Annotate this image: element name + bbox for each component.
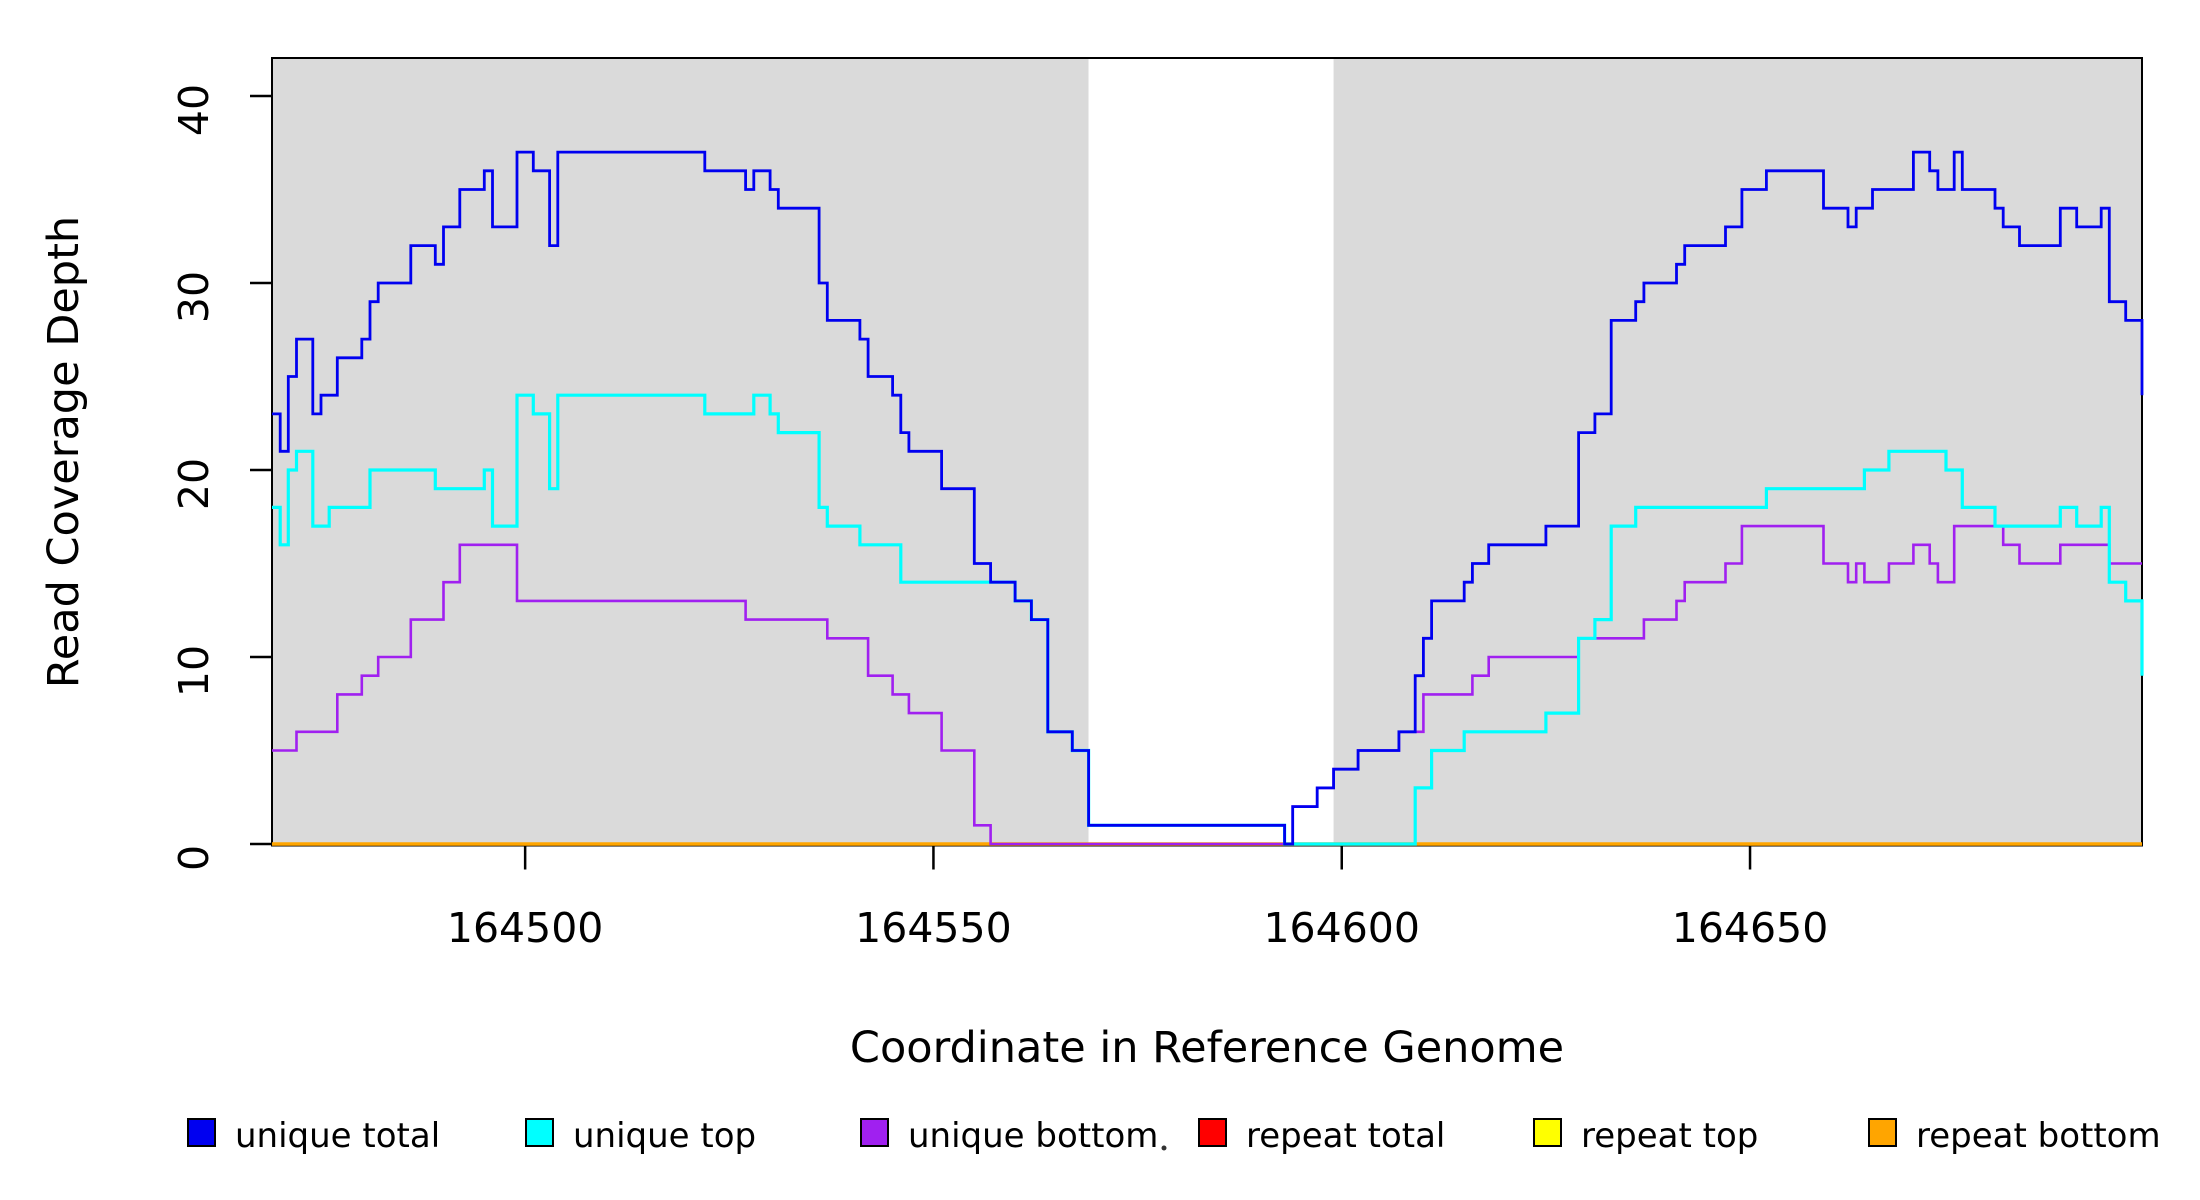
legend-label-repeat-bottom: repeat bottom xyxy=(1916,1116,2161,1156)
unique-region-right xyxy=(1333,58,2142,846)
y-tick-label: 0 xyxy=(170,845,218,871)
legend-swatch-repeat-top xyxy=(1533,1118,1562,1147)
x-tick-label: 164550 xyxy=(855,904,1012,952)
x-tick-label: 164650 xyxy=(1672,904,1829,952)
y-tick-label: 20 xyxy=(170,458,218,510)
y-tick-label: 40 xyxy=(170,84,218,136)
y-tick-label: 30 xyxy=(170,271,218,323)
legend-swatch-unique-bottom xyxy=(860,1118,889,1147)
x-tick-label: 164500 xyxy=(447,904,604,952)
unique-region-left xyxy=(272,58,1089,846)
legend-label-repeat-total: repeat total xyxy=(1246,1116,1445,1156)
legend-label-repeat-top: repeat top xyxy=(1581,1116,1758,1156)
series-unique-total xyxy=(272,150,2144,846)
x-axis-title: Coordinate in Reference Genome xyxy=(850,1023,1564,1073)
legend-swatch-repeat-total xyxy=(1198,1118,1227,1147)
legend-label-unique-total: unique total xyxy=(235,1116,440,1156)
stray-mark xyxy=(1161,1145,1167,1151)
legend-swatch-unique-top xyxy=(525,1118,554,1147)
repeat-gap xyxy=(1088,58,1334,846)
y-axis-title: Read Coverage Depth xyxy=(39,216,89,688)
legend-label-unique-bottom: unique bottom xyxy=(908,1116,1158,1156)
legend-label-unique-top: unique top xyxy=(573,1116,756,1156)
legend-swatch-unique-total xyxy=(187,1118,216,1147)
series-unique-bottom xyxy=(272,524,2142,846)
y-tick-label: 10 xyxy=(170,645,218,697)
legend-swatch-repeat-bottom xyxy=(1868,1118,1897,1147)
x-tick-label: 164600 xyxy=(1263,904,1420,952)
